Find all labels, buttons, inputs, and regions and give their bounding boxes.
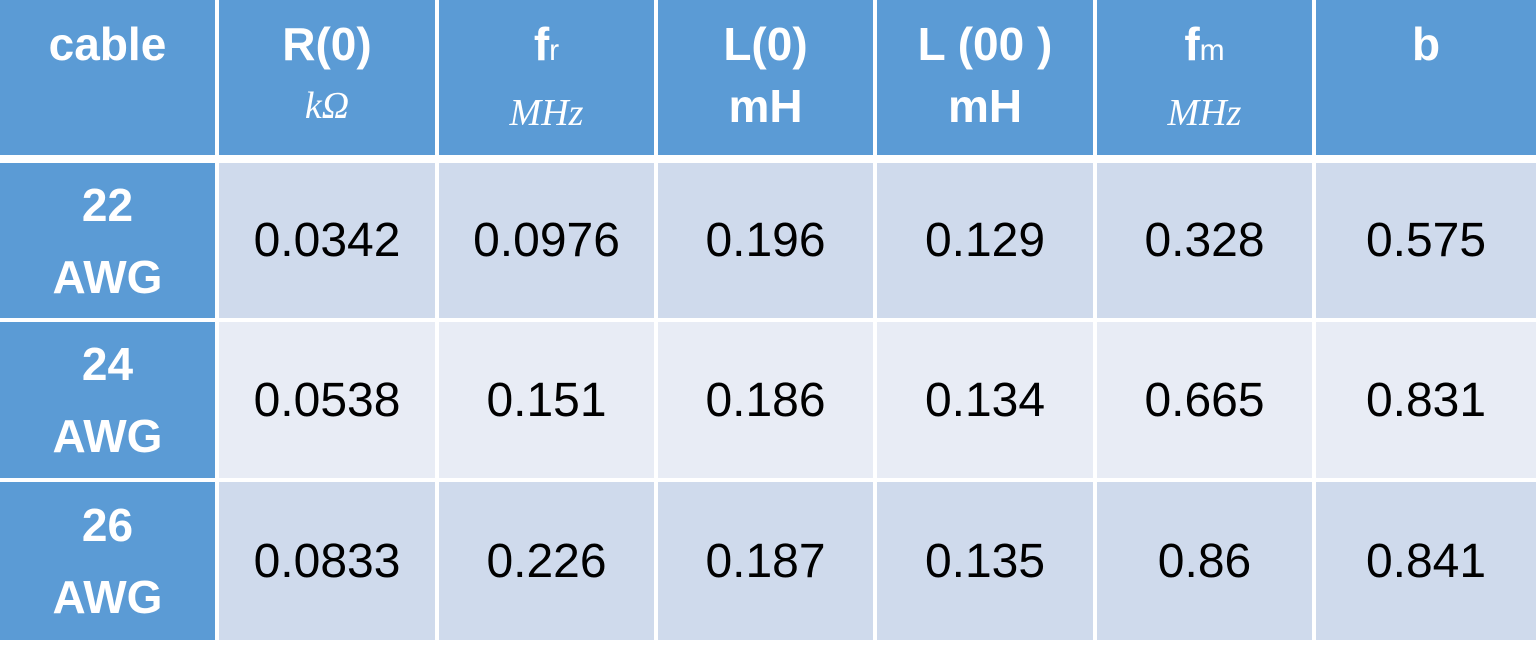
data-cell: 0.831	[1316, 322, 1536, 478]
data-cell: 0.0538	[219, 322, 435, 478]
data-cell: 0.187	[658, 482, 873, 640]
header-text: cable	[48, 18, 167, 70]
header-label: fr	[534, 18, 559, 77]
header-cell: b	[1316, 0, 1536, 155]
header-unit: MHz	[1167, 92, 1242, 134]
row-label: AWG	[52, 571, 163, 623]
data-cell: 0.0833	[219, 482, 435, 640]
header-text: L (00 )	[917, 18, 1053, 70]
header-cell: fr MHz	[439, 0, 654, 155]
header-label: R(0)	[282, 18, 371, 70]
header-label: cable	[49, 18, 167, 70]
row-label: AWG	[52, 250, 163, 303]
header-cell: L (00 ) mH	[877, 0, 1093, 155]
header-unit: mH	[947, 80, 1023, 132]
header-unit: MHz	[509, 92, 584, 134]
data-cell: 0.226	[439, 482, 654, 640]
header-cell: L(0) mH	[658, 0, 873, 155]
header-label: fm	[1184, 18, 1224, 77]
data-cell: 0.86	[1097, 482, 1312, 640]
data-cell: 0.151	[439, 322, 654, 478]
header-unit: kΩ	[304, 85, 350, 127]
header-subscript: r	[549, 34, 560, 67]
data-cell: 0.135	[877, 482, 1093, 640]
row-label: AWG	[52, 410, 163, 462]
row-label: 22	[81, 178, 134, 231]
data-cell: 0.841	[1316, 482, 1536, 640]
header-text: f	[1184, 18, 1200, 70]
data-cell: 0.134	[877, 322, 1093, 478]
header-label: b	[1412, 18, 1440, 70]
data-cell: 0.0342	[219, 163, 435, 318]
header-text: b	[1411, 18, 1441, 70]
header-label: L (00 )	[918, 18, 1053, 70]
data-cell: 0.186	[658, 322, 873, 478]
data-cell: 0.328	[1097, 163, 1312, 318]
row-header: 22 AWG	[0, 163, 215, 318]
header-cell: fm MHz	[1097, 0, 1312, 155]
data-cell: 0.129	[877, 163, 1093, 318]
header-label: L(0)	[723, 18, 807, 70]
header-text: L(0)	[723, 18, 808, 70]
header-cell: R(0) kΩ	[219, 0, 435, 155]
header-unit: mH	[728, 80, 803, 132]
header-text: f	[533, 18, 550, 70]
data-cell: 0.196	[658, 163, 873, 318]
row-header: 26 AWG	[0, 482, 215, 640]
data-cell: 0.0976	[439, 163, 654, 318]
header-cell: cable	[0, 0, 215, 155]
data-cell: 0.665	[1097, 322, 1312, 478]
row-label: 24	[81, 338, 134, 390]
header-subscript: m	[1199, 34, 1225, 67]
data-cell: 0.575	[1316, 163, 1536, 318]
row-label: 26	[81, 499, 134, 551]
row-header: 24 AWG	[0, 322, 215, 478]
header-text: R(0)	[282, 18, 372, 70]
